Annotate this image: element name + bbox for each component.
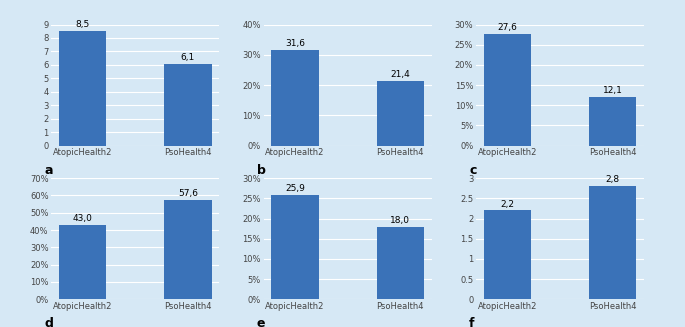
Text: c: c [469,164,477,177]
Text: 6,1: 6,1 [181,53,195,62]
Text: d: d [45,317,53,327]
Bar [164,63,212,146]
Bar [271,50,319,146]
Text: 43,0: 43,0 [73,214,92,223]
Text: 2,2: 2,2 [500,200,514,209]
Bar [271,195,319,299]
Text: a: a [45,164,53,177]
Text: 25,9: 25,9 [285,184,305,193]
Text: 18,0: 18,0 [390,216,410,225]
Text: 31,6: 31,6 [285,39,305,48]
Bar [484,211,531,299]
Text: 57,6: 57,6 [178,189,198,198]
Bar [484,34,531,146]
Bar [377,227,424,299]
Text: 2,8: 2,8 [606,176,620,184]
Bar [59,31,106,146]
Text: 12,1: 12,1 [603,86,623,95]
Text: 8,5: 8,5 [75,20,90,29]
Bar [377,81,424,146]
Text: e: e [257,317,265,327]
Bar [589,186,636,299]
Text: 21,4: 21,4 [390,70,410,79]
Bar [589,97,636,146]
Text: 27,6: 27,6 [497,24,517,32]
Bar [59,225,106,299]
Text: f: f [469,317,475,327]
Text: b: b [257,164,266,177]
Bar [164,200,212,299]
